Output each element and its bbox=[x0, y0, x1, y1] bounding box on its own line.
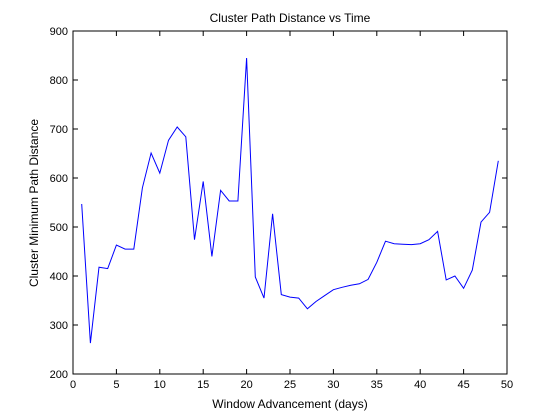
y-tick-label: 400 bbox=[50, 271, 68, 283]
tick-labels: 0 5 10 15 20 25 30 35 40 45 50 200 300 400 500 600 700 80… bbox=[50, 26, 513, 391]
series-line bbox=[81, 57, 499, 344]
chart-title: Cluster Path Distance vs Time bbox=[210, 11, 371, 25]
x-tick-label: 15 bbox=[197, 379, 209, 391]
x-tick-label: 25 bbox=[284, 379, 296, 391]
plot-frame bbox=[72, 30, 508, 375]
plot-area bbox=[73, 31, 507, 374]
x-tick-label: 30 bbox=[327, 379, 339, 391]
y-tick-label: 900 bbox=[50, 26, 68, 38]
y-tick-label: 500 bbox=[50, 222, 68, 234]
y-tick-label: 300 bbox=[50, 320, 68, 332]
x-tick-label: 20 bbox=[240, 379, 252, 391]
x-tick-label: 10 bbox=[154, 379, 166, 391]
x-tick-label: 45 bbox=[457, 379, 469, 391]
y-tick-label: 800 bbox=[50, 75, 68, 87]
x-tick-label: 35 bbox=[371, 379, 383, 391]
x-tick-label: 50 bbox=[501, 379, 513, 391]
x-axis-label: Window Advancement (days) bbox=[212, 397, 367, 411]
y-tick-label: 200 bbox=[50, 369, 68, 381]
x-tick-label: 5 bbox=[113, 379, 119, 391]
y-axis-label: Cluster Minimum Path Distance bbox=[27, 119, 41, 287]
x-tick-label: 0 bbox=[70, 379, 76, 391]
y-tick-label: 700 bbox=[50, 124, 68, 136]
x-tick-label: 40 bbox=[414, 379, 426, 391]
y-tick-label: 600 bbox=[50, 173, 68, 185]
